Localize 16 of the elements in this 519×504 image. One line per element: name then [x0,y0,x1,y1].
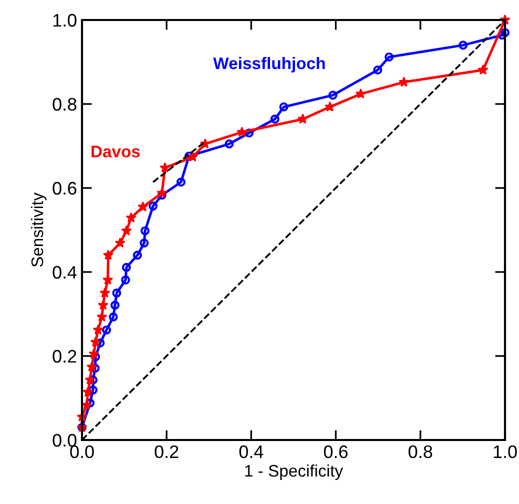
x-tick-label: 0.4 [239,445,264,458]
y-tick-label: 0.2 [52,350,76,363]
y-tick-label: 0.6 [52,182,76,195]
y-tick-label: 0.0 [52,434,76,447]
y-tick-label: 0.4 [52,266,77,279]
x-tick-label: 1.0 [494,445,517,458]
y-axis-title: Sensitivity [30,192,46,267]
y-tick-label: 1.0 [53,14,76,27]
x-tick-label: 0.8 [408,445,432,458]
x-tick-label: 0.2 [154,445,178,458]
x-axis-title: 1 - Specificity [245,464,344,480]
x-tick-label: 0.0 [70,445,94,458]
series-label: Davos [92,146,140,158]
x-tick-label: 0.6 [324,445,348,458]
series-label: Weissfluhjoch [213,56,325,72]
y-tick-label: 0.8 [52,98,76,111]
